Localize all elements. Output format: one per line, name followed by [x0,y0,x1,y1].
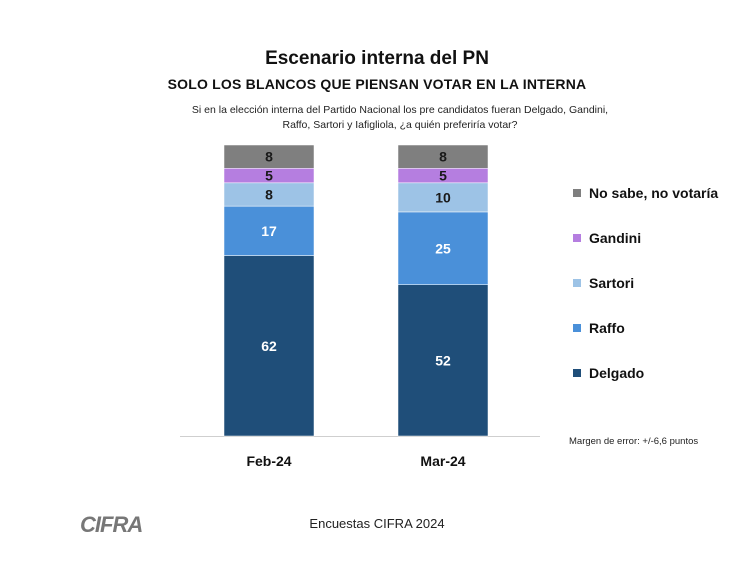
legend-swatch [573,234,581,242]
legend-entry: Raffo [589,320,625,336]
bar-raffo-feb-24 [223,205,315,256]
x-tick-label: Feb-24 [246,453,291,469]
legend-entry: Sartori [589,275,634,291]
data-label: 5 [265,168,273,184]
legend-swatch [573,279,581,287]
data-label: 62 [261,338,277,354]
data-label: 8 [265,149,273,165]
chart-subtitle: SOLO LOS BLANCOS QUE PIENSAN VOTAR EN LA… [167,76,587,92]
cifra-logo: CIFRA [80,512,143,537]
legend-entry: Delgado [589,365,644,381]
bar-delgado-mar-24 [397,284,489,437]
data-label: 5 [439,168,447,184]
margin-of-error-note: Margen de error: +/-6,6 puntos [569,436,699,447]
survey-question: Si en la elección interna del Partido Na… [191,104,609,131]
x-tick-label: Mar-24 [420,453,465,469]
legend-entry: No sabe, no votaría [589,185,718,201]
legend-swatch [573,189,581,197]
legend-swatch [573,324,581,332]
chart-title: Escenario interna del PN [265,48,489,69]
data-label: 8 [439,149,447,165]
bar-raffo-mar-24 [397,211,489,285]
bar-no-sabe-no-votar-a-mar-24 [397,144,489,169]
source-footer: Encuestas CIFRA 2024 [309,516,445,531]
data-label: 25 [435,240,451,256]
data-label: 17 [261,223,277,239]
data-label: 8 [265,186,273,202]
bar-no-sabe-no-votar-a-feb-24 [223,144,315,169]
legend-entry: Gandini [589,230,641,246]
data-label: 10 [435,189,451,205]
legend-swatch [573,369,581,377]
data-label: 52 [435,352,451,368]
bar-delgado-feb-24 [223,255,315,437]
